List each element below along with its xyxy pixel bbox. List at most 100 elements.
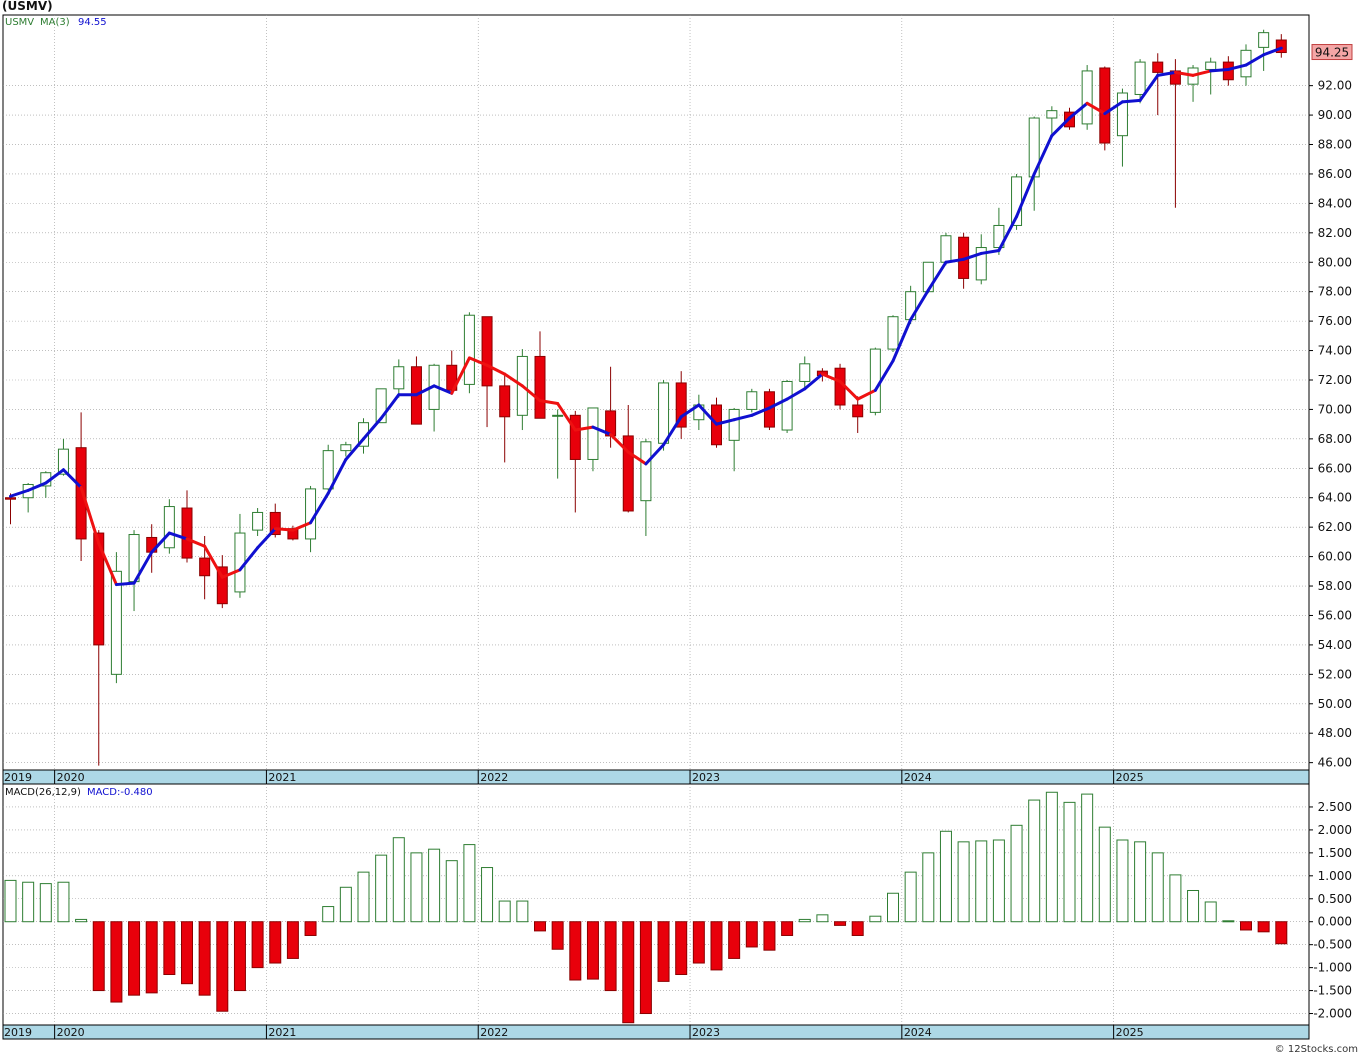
ma3-segment [379,393,401,420]
ma3-segment [1244,53,1266,67]
macd-bar [1240,921,1252,931]
candle [110,552,122,684]
macd-bar [657,921,670,982]
candle-body [569,414,581,460]
year-label: 2019 [4,1026,32,1039]
macd-bar [39,883,52,923]
candle-body [587,407,599,460]
ma3-segment [1120,98,1142,104]
ma3-segment [609,432,630,454]
candle [269,503,281,538]
ma3-segment [556,402,577,432]
price-y-tick-label: 84.00 [1318,196,1352,210]
macd-bar [163,921,176,976]
ma3-segment [238,546,260,572]
candle [852,396,864,433]
macd-year-band [2,1024,1310,1040]
candle-body [1134,61,1146,95]
ma3-segment [467,356,489,367]
price-y-tick-label: 62.00 [1318,520,1352,534]
ma3-segment [926,260,948,292]
macd-bar [357,871,370,923]
macd-y-axis: -2.000 -1.500 -1.000 -0.500 0.000 0.500 1.000 1… [1309,800,1352,1021]
candle [799,356,811,389]
candle [499,372,511,463]
price-y-tick-label: 76.00 [1318,314,1352,328]
ma3-segment [962,251,983,261]
watermark: © 12Stocks.com [1275,1044,1358,1055]
macd-bar [516,900,529,923]
candle-body [75,447,87,540]
macd-bar [904,871,917,923]
candle [781,379,793,433]
ma3-segment [1085,101,1107,116]
macd-bar [75,918,88,923]
macd-y-tick-label: 0.500 [1318,892,1352,906]
candle-body [746,391,758,410]
ma3-segment [662,415,683,447]
macd-bar [4,879,17,923]
macd-bar [675,921,688,976]
ma3-segment [61,468,83,489]
macd-bar [586,921,599,980]
macd-bar [798,918,811,923]
macd-bar [728,921,741,959]
candle-body [552,414,564,417]
macd-y-tick-label: 0.000 [1318,915,1352,929]
ma3-segment [538,399,560,406]
price-y-tick-label: 54.00 [1318,638,1352,652]
macd-y-tick-label: 1.000 [1318,869,1352,883]
ma3-segment [1138,73,1160,102]
ma3-segment [1226,63,1248,71]
ma3-segment [291,521,313,532]
price-y-tick-label: 60.00 [1318,550,1352,564]
candle-body [5,497,16,500]
candle-body [463,314,475,385]
price-plot-frame [2,14,1310,771]
candle [1152,53,1164,116]
ma3-segment [785,387,807,401]
macd-bar [110,921,123,1003]
price-year-axis: 2019 2020 2021 2022 2023 2024 2025 [2,769,1310,785]
macd-year-axis: 2019 2020 2021 2022 2023 2024 2025 [2,1024,1310,1040]
candle [216,555,228,609]
macd-gridlines [3,784,1309,1025]
macd-bar [781,921,794,936]
ma3-segment [309,491,330,525]
macd-y-tick-label: 2.000 [1318,823,1352,837]
ma3-segment [1032,134,1054,176]
candle-body [869,348,881,413]
price-y-tick-label: 58.00 [1318,579,1352,593]
macd-bar [604,921,617,992]
year-label: 2024 [904,771,932,784]
ma3-segment [715,418,736,426]
macd-y-tick-label: -2.000 [1313,1007,1352,1021]
candle [181,490,193,563]
candle [975,234,987,285]
macd-bar [534,921,546,932]
macd-bar [410,852,423,923]
macd-bar [181,921,193,985]
ma3-segment [891,318,913,363]
candle-body [1205,61,1217,70]
ma3-segment [1103,100,1124,116]
candle-body [675,382,687,428]
candle [252,508,264,536]
macd-y-tick-label: 2.500 [1318,800,1352,814]
ma3-segment [26,481,48,492]
candle [481,316,493,428]
candle [163,499,175,554]
price-y-tick-label: 92.00 [1318,79,1352,93]
price-legend: USMV MA(3) 94.55 [5,17,107,28]
year-label: 2022 [480,771,508,784]
year-label: 2025 [1116,1026,1144,1039]
last-price-tag-text: 94.25 [1315,46,1349,60]
macd-bar [286,921,299,959]
candle-body [640,441,652,502]
macd-bar [569,921,582,981]
candle [1275,34,1287,58]
macd-bar [1028,799,1041,923]
candle-body [975,247,987,281]
macd-bar [639,921,652,1015]
ma3-segment [1050,116,1071,138]
